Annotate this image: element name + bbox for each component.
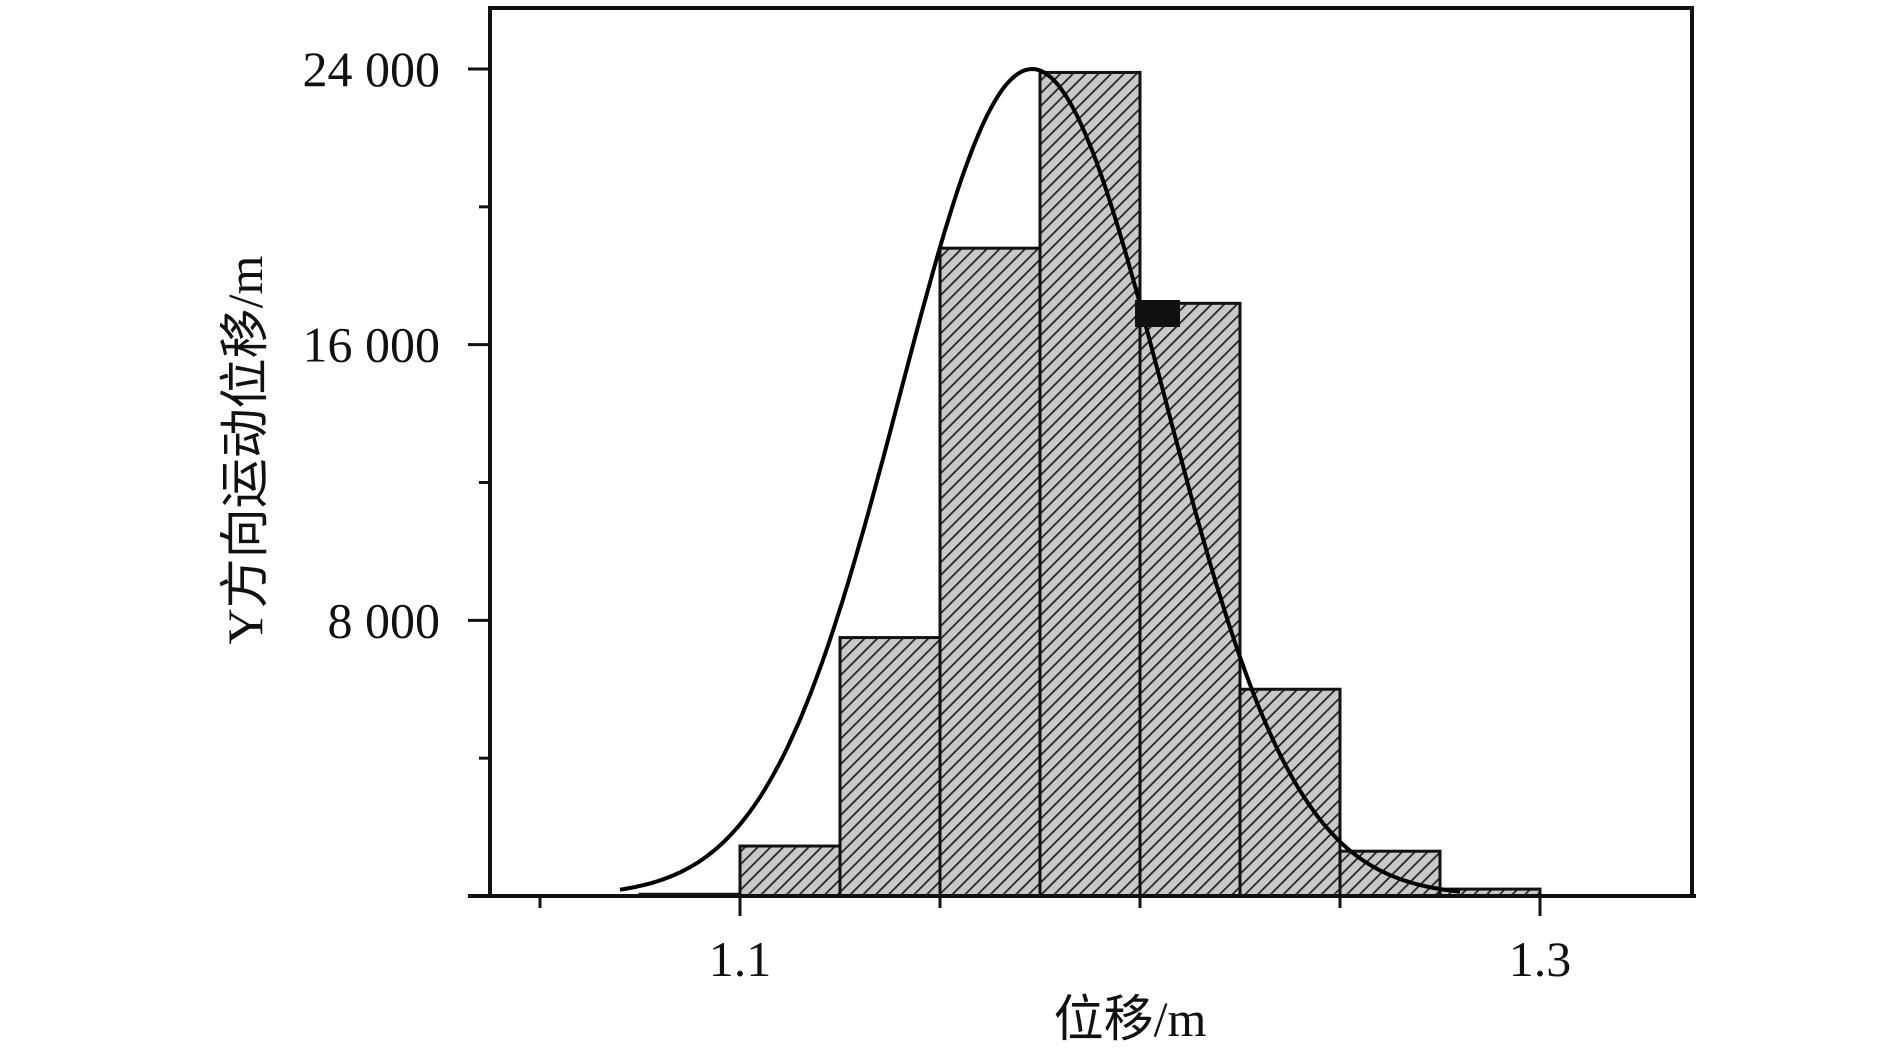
- histogram-bars: [638, 70, 1542, 898]
- y-axis-title: Y方向运动位移/m: [217, 255, 273, 644]
- axes: 8 000 16 000 24 000 1.1 1.3: [303, 41, 1696, 987]
- histogram-bar-6: [1138, 301, 1242, 898]
- histogram-bar-3: [838, 636, 942, 898]
- histogram-bar-5: [1038, 70, 1142, 898]
- x-axis-title: 位移/m: [1054, 991, 1207, 1047]
- y-tick-label: 8 000: [328, 592, 441, 648]
- histogram-bar-2: [738, 844, 842, 898]
- y-tick-label: 16 000: [303, 317, 441, 373]
- x-tick-label: 1.3: [1509, 931, 1572, 987]
- legend-marker: [1135, 300, 1180, 327]
- normal-fit-curve: [619, 66, 1461, 894]
- y-tick-label: 24 000: [303, 41, 441, 97]
- x-tick-label: 1.1: [709, 931, 772, 987]
- histogram-bar-7: [1238, 687, 1342, 898]
- histogram-bar-4: [938, 246, 1042, 898]
